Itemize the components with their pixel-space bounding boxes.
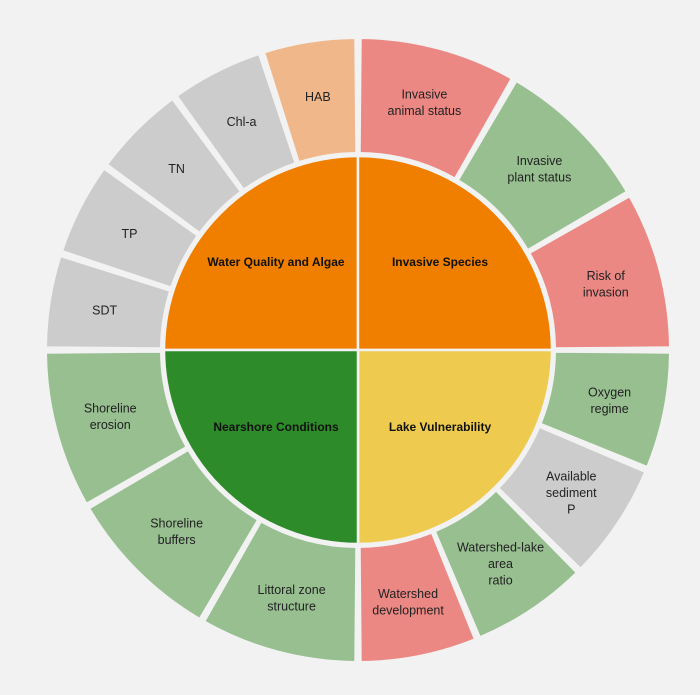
segment-label-line: SDT — [92, 303, 117, 317]
segment-label-line: Watershed-lake — [457, 540, 544, 554]
segment-label-line: structure — [267, 600, 316, 614]
segment-label-watershed-development: Watershed development — [372, 587, 444, 618]
outer-ring — [45, 37, 671, 663]
segment-label-invasive-plant-status: Invasive plant status — [507, 154, 571, 185]
segment-label-line: sediment — [546, 486, 597, 500]
segment-label-line: ratio — [488, 573, 512, 587]
segment-label-line: Shoreline — [84, 402, 137, 416]
segment-labels: Invasive animal status Invasive plant statu… — [84, 87, 631, 617]
quadrant-water-quality-and-algae — [162, 154, 360, 352]
segment-shoreline-buffers — [88, 448, 260, 620]
segment-chl-a — [175, 53, 297, 191]
quadrant-label-lake-vulnerability: Lake Vulnerability — [389, 420, 492, 434]
segment-invasive-plant-status — [456, 80, 628, 252]
quadrant-nearshore-conditions — [162, 348, 360, 546]
segment-available-sediment-p — [497, 425, 647, 570]
segment-label-available-sediment-p: Available sediment P — [546, 470, 597, 517]
quadrant-label-water-quality-and-algae: Water Quality and Algae — [207, 255, 344, 269]
quadrant-label-nearshore-conditions: Nearshore Conditions — [213, 420, 339, 434]
segment-label-risk-of-invasion: Risk of invasion — [583, 269, 629, 300]
segment-label-chl-a: Chl-a — [227, 115, 257, 129]
segment-watershed-lake-area-ratio — [433, 489, 578, 639]
segment-risk-of-invasion — [528, 195, 671, 350]
segment-label-oxygen-regime: Oxygen regime — [588, 385, 631, 416]
segment-label-line: Chl-a — [227, 115, 257, 129]
segment-label-line: Invasive — [516, 154, 562, 168]
segment-invasive-animal-status — [358, 37, 513, 180]
segment-label-line: erosion — [90, 418, 131, 432]
segment-label-line: development — [372, 603, 444, 617]
inner-circle — [162, 154, 554, 546]
segment-label-hab: HAB — [305, 90, 331, 104]
segment-sdt — [45, 255, 172, 350]
segment-label-line: invasion — [583, 285, 629, 299]
segment-tp — [61, 167, 199, 289]
segment-label-line: Shoreline — [150, 517, 203, 531]
segment-label-shoreline-erosion: Shoreline erosion — [84, 402, 137, 433]
segment-label-line: area — [488, 557, 513, 571]
segment-label-invasive-animal-status: Invasive animal status — [388, 87, 462, 118]
segment-label-line: P — [567, 503, 575, 517]
core-labels: Water Quality and Algae Invasive Species L… — [207, 255, 491, 434]
segment-label-shoreline-buffers: Shoreline buffers — [150, 517, 203, 548]
segment-label-line: plant status — [507, 170, 571, 184]
segment-label-line: Available — [546, 470, 597, 484]
quadrant-invasive-species — [356, 154, 554, 352]
segment-label-sdt: SDT — [92, 303, 117, 317]
segment-label-line: TN — [168, 162, 185, 176]
segment-label-line: Oxygen — [588, 385, 631, 399]
segment-oxygen-regime — [539, 350, 671, 468]
segment-label-line: regime — [590, 402, 628, 416]
segment-watershed-development — [358, 531, 476, 663]
segment-label-line: Invasive — [401, 87, 447, 101]
segment-label-tp: TP — [121, 227, 137, 241]
segment-hab — [263, 37, 358, 164]
segment-label-line: animal status — [388, 104, 462, 118]
segment-label-line: TP — [121, 227, 137, 241]
segment-littoral-zone-structure — [203, 520, 358, 663]
segment-tn — [106, 98, 242, 234]
segment-label-line: Risk of — [587, 269, 626, 283]
segment-label-line: Littoral zone — [258, 583, 326, 597]
segment-label-tn: TN — [168, 162, 185, 176]
segment-label-watershed-lake-area-ratio: Watershed-lake area ratio — [457, 540, 544, 587]
segment-label-line: HAB — [305, 90, 331, 104]
segment-shoreline-erosion — [45, 350, 188, 505]
segment-label-line: Watershed — [378, 587, 438, 601]
quadrant-lake-vulnerability — [356, 348, 554, 546]
segment-label-line: buffers — [158, 533, 196, 547]
quadrant-label-invasive-species: Invasive Species — [392, 255, 488, 269]
segment-label-littoral-zone-structure: Littoral zone structure — [258, 583, 326, 614]
